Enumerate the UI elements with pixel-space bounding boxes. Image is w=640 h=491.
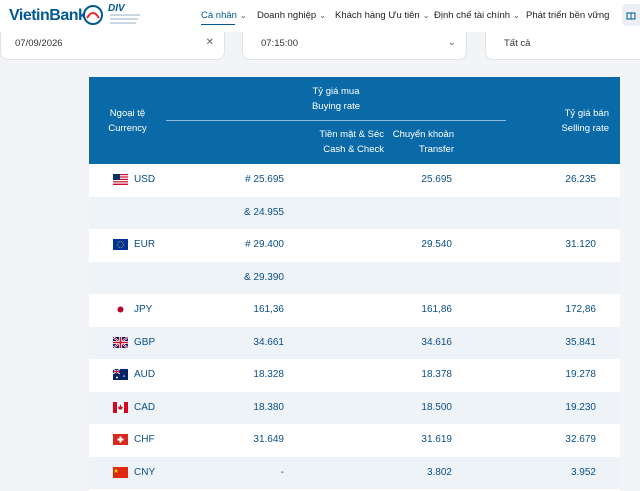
currency-code: EUR bbox=[134, 239, 156, 250]
date-value: 07/09/2026 bbox=[15, 38, 63, 49]
side-action-button[interactable] bbox=[622, 4, 640, 26]
ch-flag-icon bbox=[113, 434, 128, 445]
transfer-rate: 25.695 bbox=[421, 174, 452, 185]
div-badge: DIV bbox=[108, 3, 140, 29]
nav-item-doanh-nghiep[interactable]: Doanh nghiệp ⌄ bbox=[257, 10, 326, 21]
table-row: GBP 34.661 34.616 35.841 bbox=[89, 326, 620, 359]
transfer-rate: 18.378 bbox=[421, 369, 452, 380]
jp-flag-icon bbox=[113, 304, 128, 315]
transfer-rate: 31.619 bbox=[421, 434, 452, 445]
cash-rate: # 25.695 bbox=[245, 174, 284, 185]
cash-rate: & 24.955 bbox=[243, 206, 284, 218]
chevron-down-icon: ⌄ bbox=[239, 11, 247, 20]
table-row: EUR # 29.400 29.540 31.120 bbox=[89, 229, 620, 262]
nav-item-label: Phát triển bền vững bbox=[526, 10, 610, 21]
vietinbank-logo[interactable]: VietinBank bbox=[9, 7, 87, 24]
us-flag-icon bbox=[113, 174, 128, 185]
nav-item-dinh-che-tai-chinh[interactable]: Định chế tài chính ⌄ bbox=[434, 10, 520, 21]
selling-rate: 3.952 bbox=[570, 466, 596, 478]
header-buying-rate: Tỷ giá mua Buying rate bbox=[311, 86, 361, 112]
selling-rate: 172,86 bbox=[565, 304, 596, 315]
transfer-rate: 29.540 bbox=[421, 239, 452, 250]
selling-rate: 26.235 bbox=[565, 174, 596, 185]
chevron-down-icon: ⌄ bbox=[447, 37, 456, 48]
table-row: CAD 18.380 18.500 19.230 bbox=[89, 391, 620, 424]
cash-rate: 34.661 bbox=[253, 336, 284, 348]
nav-item-phat-trien-ben-vung[interactable]: Phát triển bền vững bbox=[526, 10, 609, 21]
au-flag-icon bbox=[113, 369, 128, 380]
currency-code: CNY bbox=[134, 466, 156, 478]
cn-flag-icon bbox=[113, 466, 128, 478]
gb-flag-icon bbox=[113, 336, 128, 348]
nav-item-label: Cá nhân bbox=[201, 10, 237, 21]
header-divider bbox=[166, 120, 506, 121]
cash-rate: & 29.390 bbox=[243, 271, 284, 283]
chevron-down-icon: ⌄ bbox=[422, 11, 430, 20]
currency-code: JPY bbox=[134, 304, 153, 315]
header-cash-label: Tiền mặt & Séc Cash & Check bbox=[319, 129, 384, 155]
table-row: JPY 161,36 161,86 172,86 bbox=[89, 294, 620, 327]
currency-code: USD bbox=[134, 174, 156, 185]
branch-value: Tất cả bbox=[504, 38, 531, 49]
transfer-rate: 161,86 bbox=[421, 304, 452, 315]
transfer-rate: 34.616 bbox=[421, 336, 452, 348]
logo-mark-icon bbox=[83, 5, 103, 25]
table-row: AUD 18.328 18.378 19.278 bbox=[89, 359, 620, 392]
clear-icon[interactable]: ✕ bbox=[205, 37, 214, 48]
chevron-down-icon: ⌄ bbox=[513, 11, 520, 20]
time-select[interactable]: 07:15:00 ⌄ bbox=[242, 32, 467, 60]
header-transfer: Chuyển khoản Transfer bbox=[392, 129, 454, 155]
header-selling-rate: Tỷ giá bán Selling rate bbox=[561, 108, 609, 134]
cash-rate: 161,36 bbox=[253, 304, 284, 315]
nav-item-label: Định chế tài chính bbox=[434, 10, 511, 21]
time-value: 07:15:00 bbox=[261, 38, 298, 49]
cash-rate: 18.380 bbox=[253, 401, 284, 413]
table-row: & 24.955 bbox=[89, 196, 620, 229]
ca-flag-icon bbox=[113, 401, 128, 413]
currency-code: AUD bbox=[134, 369, 156, 380]
date-field[interactable]: 07/09/2026 ✕ bbox=[0, 32, 225, 60]
table-header: Ngoại tệ Currency Tỷ giá mua Buying rate… bbox=[89, 77, 620, 164]
selling-rate: 31.120 bbox=[565, 239, 596, 250]
eu-flag-icon bbox=[113, 239, 128, 250]
div-badge-text: DIV bbox=[108, 3, 125, 14]
nav-item-label: Doanh nghiệp bbox=[257, 10, 317, 21]
currency-code: GBP bbox=[134, 336, 156, 348]
cash-rate: 18.328 bbox=[253, 369, 284, 380]
table-row: USD # 25.695 25.695 26.235 bbox=[89, 164, 620, 197]
transfer-rate: 3.802 bbox=[426, 466, 452, 478]
currency-code: CAD bbox=[134, 401, 156, 413]
exchange-rate-table: Ngoại tệ Currency Tỷ giá mua Buying rate… bbox=[89, 77, 620, 491]
top-nav: VietinBank DIV Cá nhân ⌄ Doanh nghiệp ⌄ Kh… bbox=[0, 0, 640, 32]
selling-rate: 19.278 bbox=[565, 369, 596, 380]
chevron-down-icon: ⌄ bbox=[319, 11, 326, 20]
nav-item-ca-nhan[interactable]: Cá nhân ⌄ bbox=[201, 10, 247, 25]
nav-item-label: Khách hàng Ưu tiên bbox=[335, 10, 420, 21]
branch-select[interactable]: Tất cả bbox=[485, 32, 640, 60]
selling-rate: 32.679 bbox=[565, 434, 596, 445]
selling-rate: 19.230 bbox=[565, 401, 596, 413]
cash-rate: - bbox=[280, 466, 284, 478]
selling-rate: 35.841 bbox=[565, 336, 596, 348]
cash-rate: 31.649 bbox=[253, 434, 284, 445]
header-currency: Ngoại tệ Currency bbox=[108, 108, 147, 134]
currency-code: CHF bbox=[134, 434, 155, 445]
table-row: & 29.390 bbox=[89, 261, 620, 294]
nav-item-khach-hang-uu-tien[interactable]: Khách hàng Ưu tiên ⌄ bbox=[335, 10, 429, 21]
table-row: CHF 31.649 31.619 32.679 bbox=[89, 424, 620, 457]
cash-rate: # 29.400 bbox=[245, 239, 284, 250]
gift-icon bbox=[626, 12, 636, 20]
table-row: CNY - 3.802 3.952 bbox=[89, 456, 620, 489]
transfer-rate: 18.500 bbox=[421, 401, 452, 413]
